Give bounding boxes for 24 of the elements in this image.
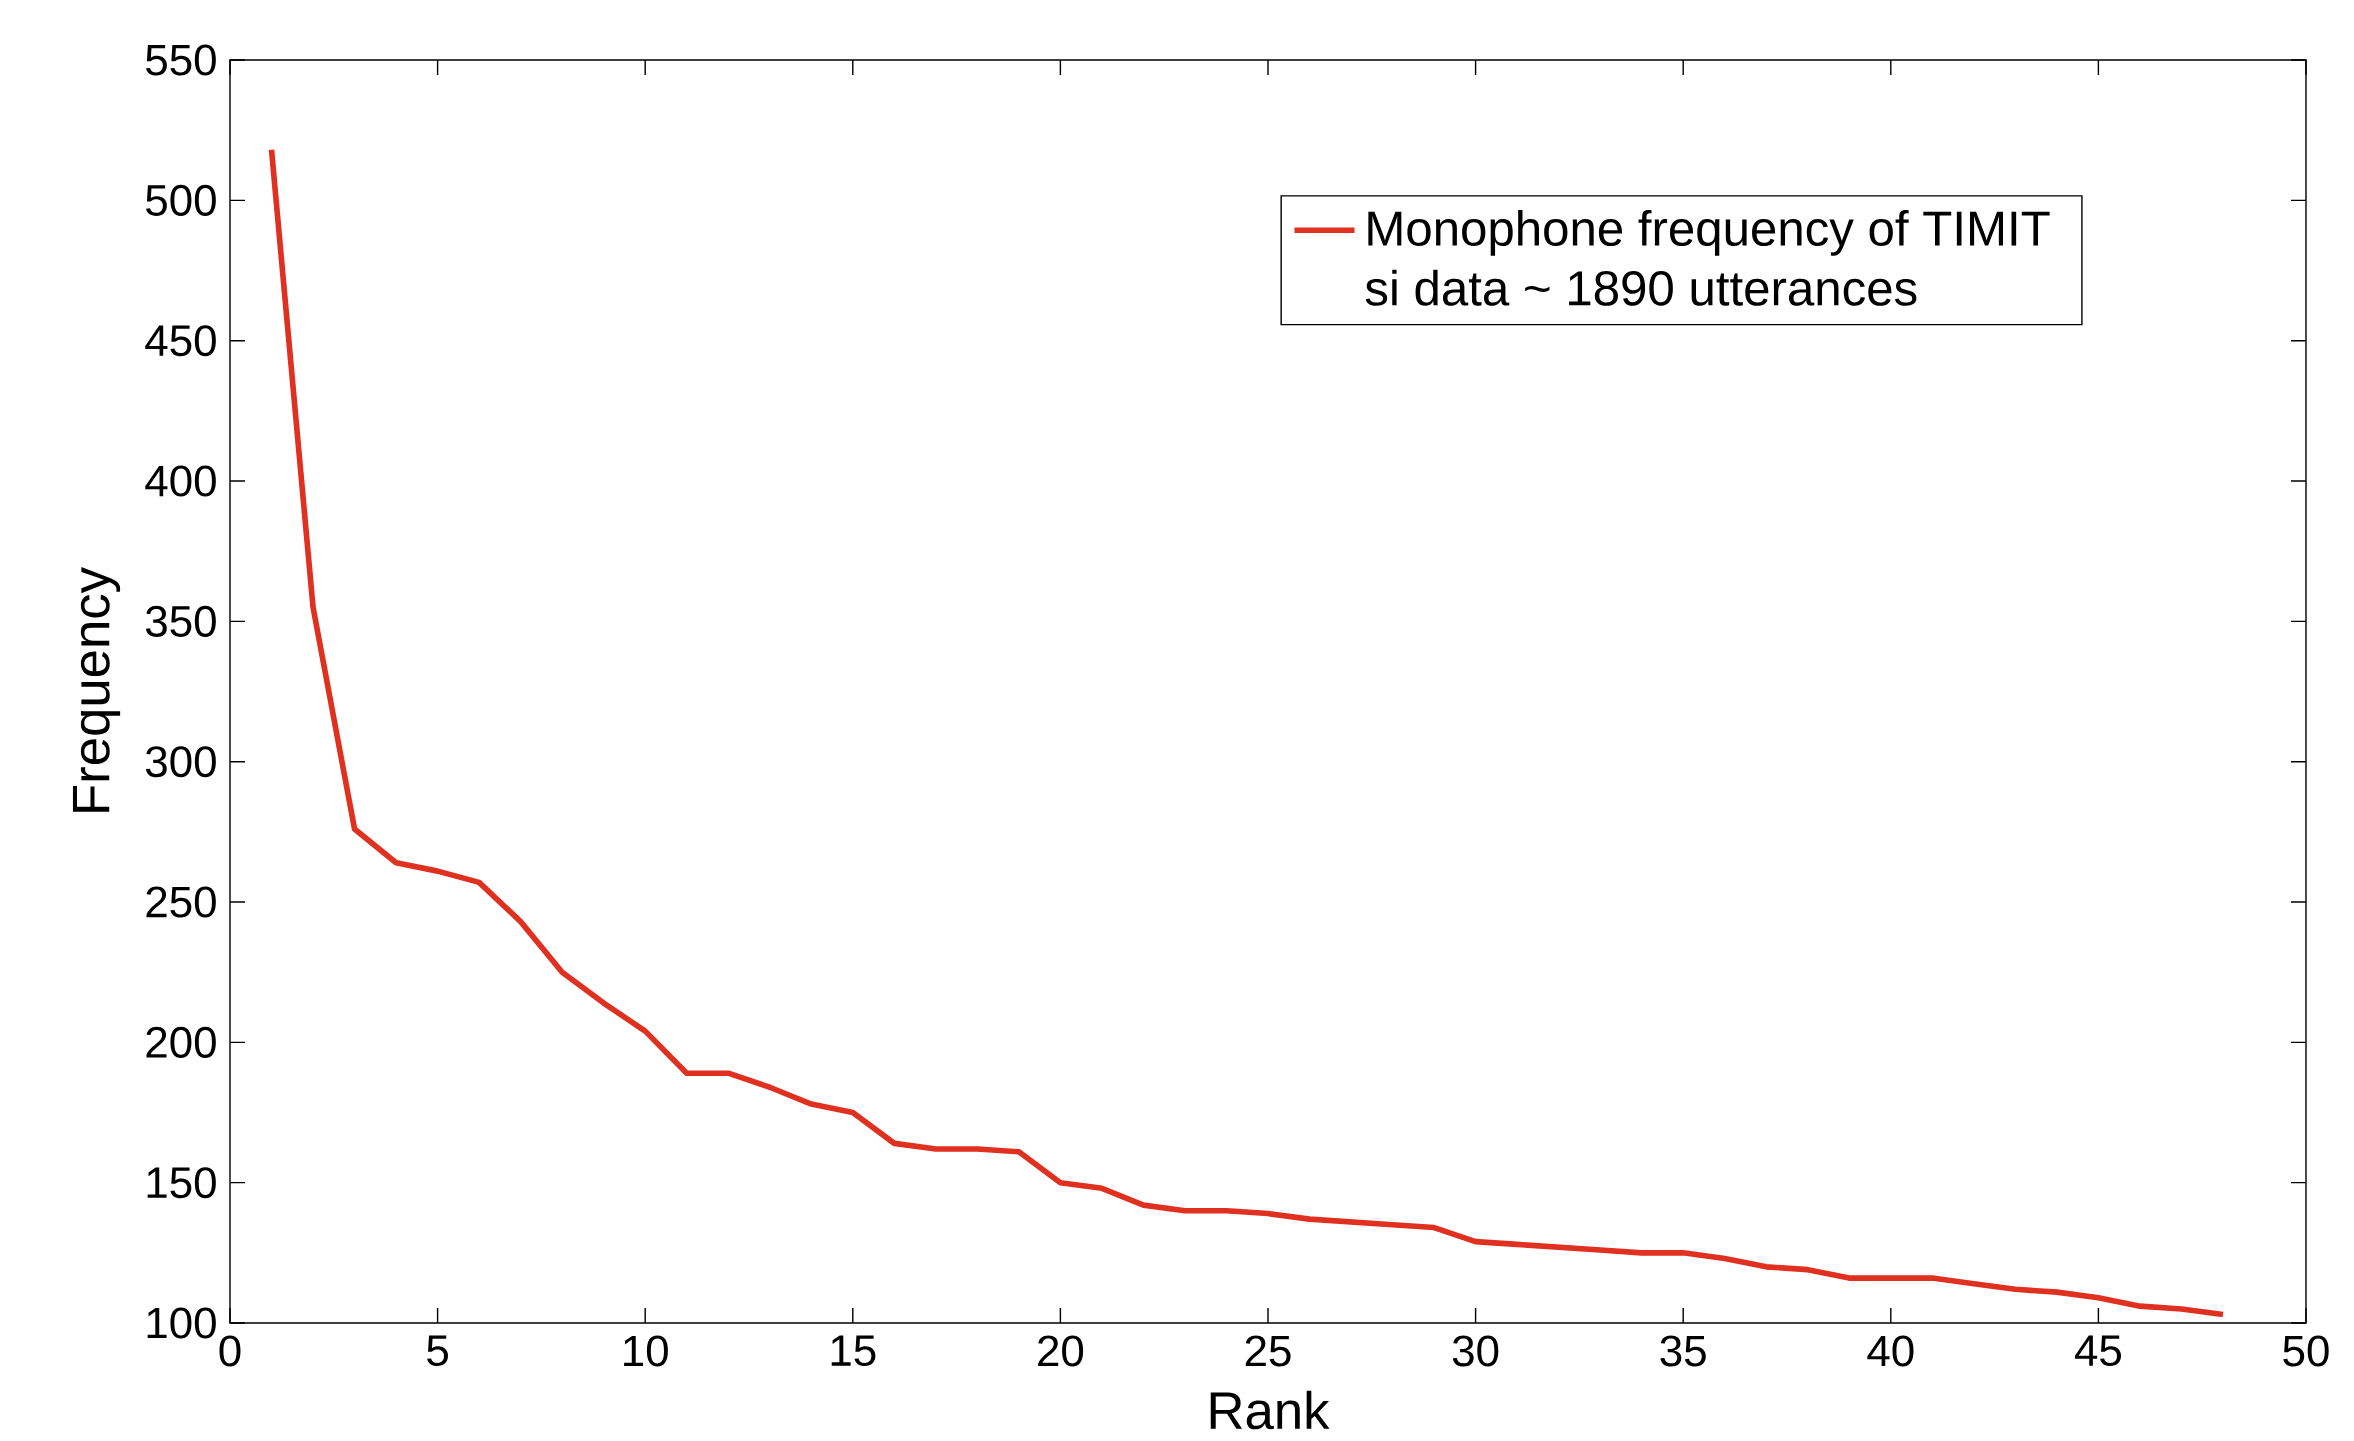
x-tick-label: 40: [1867, 1335, 1914, 1367]
x-tick-label: 25: [1245, 1335, 1291, 1367]
y-tick-label: 350: [145, 605, 216, 637]
x-axis-title: Rank: [1210, 1390, 1330, 1430]
y-tick-label: 500: [146, 184, 216, 216]
x-tick-label: 5: [427, 1335, 448, 1367]
x-tick-label: 30: [1452, 1335, 1499, 1367]
y-tick-label: 400: [145, 465, 216, 497]
y-tick-label: 300: [145, 746, 216, 778]
y-tick-label: 200: [146, 1026, 216, 1058]
x-tick-label: 10: [624, 1335, 668, 1367]
x-tick-label: 50: [2283, 1335, 2329, 1367]
x-tick-label: 20: [1038, 1335, 1084, 1367]
y-tick-label: 150: [147, 1167, 216, 1199]
y-tick-label: 100: [147, 1307, 216, 1339]
x-tick-label: 45: [2074, 1335, 2121, 1367]
y-tick-label: 550: [146, 44, 216, 76]
x-tick-label: 35: [1660, 1335, 1706, 1367]
legend-label: Monophone frequency of TIMIT si data ~ 1890 utterances: [1365, 209, 2050, 306]
y-tick-label: 450: [145, 325, 216, 357]
y-tick-label: 250: [146, 886, 216, 918]
x-tick-label: 15: [831, 1335, 876, 1367]
y-axis-title: Frequency: [72, 567, 121, 812]
x-tick-label: 0: [219, 1335, 241, 1367]
